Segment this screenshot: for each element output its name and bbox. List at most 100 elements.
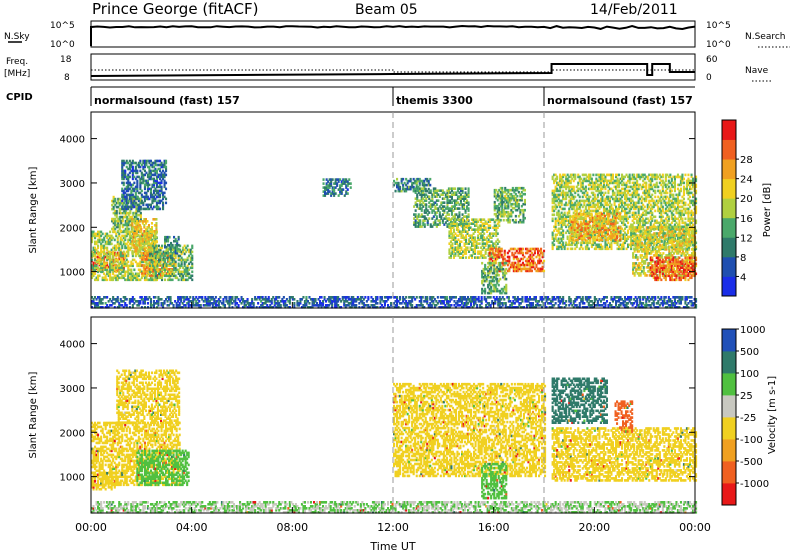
echo-cell <box>155 228 158 231</box>
echo-cell <box>428 197 431 200</box>
echo-cell <box>523 208 526 212</box>
echo-cell <box>419 199 422 202</box>
echo-cell <box>126 223 129 227</box>
echo-cell <box>466 232 469 235</box>
echo-cell <box>424 187 427 191</box>
echo-cell <box>144 268 147 271</box>
echo-cell <box>330 184 333 187</box>
echo-cell <box>131 173 134 177</box>
echo-cell <box>183 244 186 248</box>
echo-cell <box>452 228 455 231</box>
echo-cell <box>465 222 468 225</box>
echo-cell <box>133 258 136 262</box>
date-label: 14/Feb/2011 <box>590 2 678 18</box>
echo-cell <box>179 258 182 262</box>
echo-cell <box>160 189 163 193</box>
echo-cell <box>165 239 168 243</box>
echo-cell <box>150 268 153 272</box>
echo-cell <box>145 278 148 282</box>
echo-cell <box>578 195 581 199</box>
echo-cell <box>328 190 331 193</box>
echo-cell <box>432 215 435 218</box>
echo-cell <box>151 177 154 181</box>
echo-cell <box>331 186 334 189</box>
echo-cell <box>431 203 434 206</box>
echo-cell <box>183 258 186 262</box>
echo-cell <box>422 221 425 224</box>
echo-cell <box>124 197 127 201</box>
echo-cell <box>478 226 481 229</box>
echo-cell <box>468 238 471 241</box>
echo-cell <box>138 226 141 229</box>
echo-cell <box>107 272 110 276</box>
echo-cell <box>164 274 167 278</box>
echo-cell <box>449 228 452 231</box>
echo-cell <box>419 193 422 196</box>
echo-cell <box>409 179 412 183</box>
echo-cell <box>164 251 167 255</box>
echo-cell <box>103 276 106 280</box>
echo-cell <box>157 272 160 276</box>
echo-cell <box>474 256 477 259</box>
echo-cell <box>94 266 97 270</box>
echo-cell <box>131 241 134 245</box>
echo-cell <box>130 189 133 193</box>
echo-cell <box>336 182 339 185</box>
echo-cell <box>634 211 637 215</box>
echo-cell <box>403 181 406 185</box>
echo-cell <box>131 171 134 175</box>
echo-cell <box>127 185 130 189</box>
echo-cell <box>130 183 133 187</box>
echo-cell <box>135 220 138 223</box>
echo-cell <box>459 189 462 192</box>
echo-cell <box>112 236 115 240</box>
echo-cell <box>127 173 130 177</box>
echo-cell <box>463 244 466 247</box>
echo-cell <box>467 213 470 216</box>
echo-cell <box>127 221 130 225</box>
echo-cell <box>349 182 352 185</box>
echo-cell <box>419 215 422 218</box>
echo-cell <box>121 223 124 227</box>
echo-cell <box>155 175 158 179</box>
echo-cell <box>131 272 134 276</box>
echo-cell <box>429 191 432 194</box>
echo-cell <box>489 218 492 221</box>
echo-cell <box>472 250 475 253</box>
echo-cell <box>161 278 164 282</box>
echo-cell <box>154 205 157 209</box>
echo-cell <box>109 234 112 238</box>
echo-cell <box>121 251 124 255</box>
echo-cell <box>475 256 478 259</box>
echo-cell <box>446 225 449 228</box>
echo-cell <box>118 232 121 236</box>
echo-cell <box>396 185 399 189</box>
echo-cell <box>134 165 137 169</box>
echo-cell <box>143 163 146 167</box>
echo-cell <box>132 197 135 201</box>
echo-cell <box>168 272 171 275</box>
echo-cell <box>152 181 155 185</box>
echo-cell <box>120 215 123 219</box>
echo-cell <box>566 235 569 239</box>
echo-cell <box>174 254 177 258</box>
echo-cell <box>416 221 419 224</box>
echo-cell <box>133 274 136 278</box>
echo-cell <box>135 211 138 215</box>
echo-cell <box>126 203 129 207</box>
echo-cell <box>116 264 119 268</box>
echo-cell <box>136 185 139 189</box>
echo-cell <box>157 256 160 259</box>
echo-cell <box>437 199 440 202</box>
echo-cell <box>98 236 101 240</box>
echo-cell <box>100 252 103 256</box>
echo-cell <box>139 181 142 185</box>
echo-cell <box>448 224 451 227</box>
echo-cell <box>149 237 152 241</box>
echo-cell <box>104 240 107 244</box>
echo-cell <box>154 270 157 274</box>
echo-cell <box>153 268 156 272</box>
echo-cell <box>146 249 149 253</box>
echo-cell <box>130 230 133 234</box>
echo-cell <box>91 232 94 236</box>
